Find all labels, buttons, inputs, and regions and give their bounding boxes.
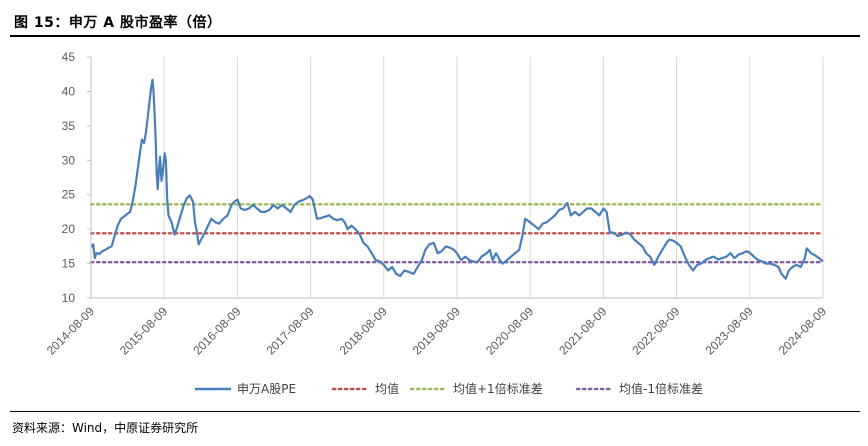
x-tick-label: 2018-08-09: [337, 304, 391, 358]
source-note: 资料来源：Wind，中原证券研究所: [12, 421, 199, 435]
x-tick-label: 2023-08-09: [702, 304, 756, 358]
x-axis-tick-labels: 2014-08-09 2015-08-09 2016-08-09 2017-08-09…: [44, 304, 830, 358]
bottom-rule: [10, 411, 860, 412]
y-tick-label: 15: [62, 257, 76, 271]
legend-label: 均值-1倍标准差: [619, 381, 703, 396]
legend-label: 均值+1倍标准差: [453, 381, 543, 396]
y-tick-label: 35: [62, 119, 76, 133]
top-rule: [10, 35, 860, 37]
y-tick-label: 40: [62, 84, 76, 98]
y-tick-label: 30: [62, 153, 76, 167]
x-tick-label: 2021-08-09: [556, 304, 610, 358]
x-tick-label: 2017-08-09: [263, 304, 317, 358]
legend-label: 均值: [375, 381, 399, 396]
y-tick-label: 45: [62, 50, 76, 64]
y-tick-label: 25: [62, 188, 76, 202]
series-lines: [90, 78, 824, 280]
series-line-pe: [90, 78, 824, 280]
legend: 申万A股PE 均值 均值+1倍标准差 均值-1倍标准差: [195, 381, 703, 396]
x-tick-label: 2019-08-09: [410, 304, 464, 358]
x-tick-label: 2020-08-09: [483, 304, 537, 358]
y-tick-label: 10: [62, 291, 76, 305]
x-tick-label: 2024-08-09: [776, 304, 830, 358]
y-axis-tick-labels: 45 40 35 30 25 20 15 10: [62, 50, 76, 305]
x-tick-label: 2015-08-09: [117, 304, 171, 358]
legend-label: 申万A股PE: [237, 382, 296, 396]
reference-lines: [89, 203, 825, 264]
x-tick-label: 2016-08-09: [190, 304, 244, 358]
x-tick-label: 2022-08-09: [629, 304, 683, 358]
axes: [87, 56, 823, 299]
y-tick-label: 20: [62, 222, 76, 236]
x-tick-label: 2014-08-09: [44, 304, 98, 358]
figure-title: 图 15：申万 A 股市盈率（倍）: [14, 15, 222, 31]
